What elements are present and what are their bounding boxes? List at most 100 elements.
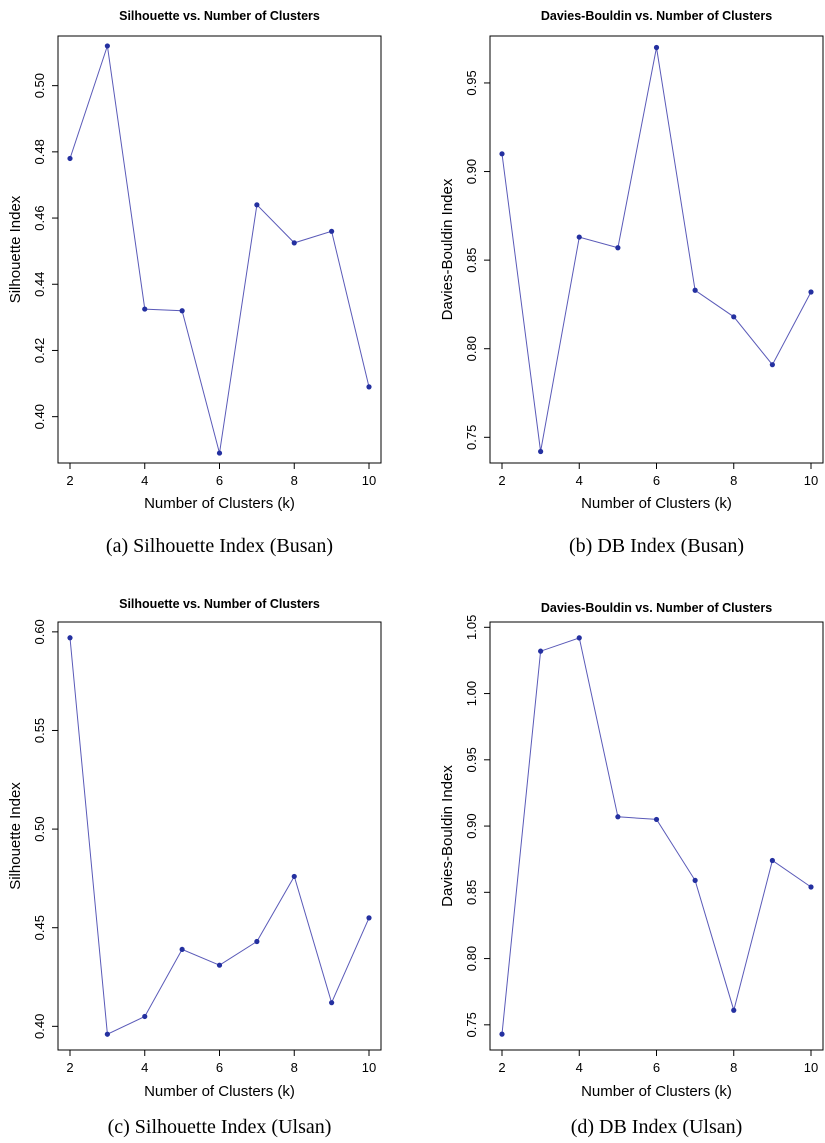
figure-caption: (b) DB Index (Busan) (569, 535, 744, 557)
data-point (254, 938, 260, 945)
y-axis-label: Silhouette Index (7, 782, 24, 890)
data-point (142, 306, 148, 312)
data-point (329, 228, 335, 234)
y-tick-label: 0.60 (32, 619, 47, 644)
data-point (576, 635, 582, 641)
data-point (104, 1031, 110, 1037)
data-point (808, 884, 814, 890)
x-tick-label: 4 (576, 473, 583, 488)
data-point (216, 962, 223, 968)
x-tick-label: 8 (291, 1060, 298, 1075)
x-tick-label: 2 (498, 1060, 505, 1075)
x-tick-label: 10 (362, 473, 376, 488)
x-tick-label: 8 (730, 473, 737, 488)
y-tick-label: 0.48 (32, 139, 47, 164)
x-tick-label: 6 (216, 473, 223, 488)
data-point (808, 289, 814, 295)
x-tick-label: 2 (66, 473, 73, 488)
x-axis-label: Number of Clusters (k) (581, 495, 732, 512)
y-tick-label: 0.75 (464, 1012, 479, 1037)
data-point (731, 1007, 737, 1013)
data-point (291, 873, 297, 880)
plot-frame (57, 35, 382, 464)
data-point (254, 202, 260, 208)
data-point (538, 648, 544, 654)
data-point (291, 240, 297, 246)
data-point (499, 1031, 505, 1037)
plot-frame (57, 621, 382, 1051)
figure-caption: (c) Silhouette Index (Ulsan) (108, 1116, 332, 1138)
data-point (769, 362, 775, 368)
y-tick-label: 0.90 (464, 813, 479, 838)
y-tick-label: 0.45 (32, 915, 47, 940)
data-point (104, 43, 110, 49)
figure-caption: (a) Silhouette Index (Busan) (106, 535, 333, 557)
y-tick-label: 0.90 (464, 159, 479, 184)
chart-title: Silhouette vs. Number of Clusters (119, 9, 320, 23)
series-line (69, 45, 370, 454)
x-tick-label: 10 (804, 473, 818, 488)
y-axis-label: Davies-Bouldin Index (439, 178, 456, 320)
y-tick-label: 0.85 (464, 247, 479, 272)
chart-title: Silhouette vs. Number of Clusters (119, 597, 320, 611)
data-point (731, 314, 737, 320)
data-point (692, 877, 698, 883)
data-point (769, 857, 775, 864)
y-tick-label: 0.42 (32, 338, 47, 363)
y-tick-label: 0.40 (32, 404, 47, 429)
x-tick-label: 6 (653, 1060, 660, 1075)
y-tick-label: 0.50 (32, 816, 47, 841)
x-tick-label: 4 (141, 1060, 148, 1075)
y-tick-label: 1.05 (464, 615, 479, 640)
x-axis-label: Number of Clusters (k) (144, 495, 295, 512)
x-tick-label: 6 (653, 473, 660, 488)
y-tick-label: 0.80 (464, 946, 479, 971)
y-tick-label: 0.40 (32, 1014, 47, 1039)
data-point (615, 814, 621, 820)
x-tick-label: 8 (730, 1060, 737, 1075)
x-tick-label: 6 (216, 1060, 223, 1075)
data-point (653, 816, 660, 823)
data-point (538, 448, 544, 455)
series-line (69, 637, 370, 1035)
data-point (67, 635, 73, 641)
x-tick-label: 8 (291, 473, 298, 488)
series-line (501, 637, 812, 1035)
y-tick-label: 0.46 (32, 205, 47, 230)
x-axis-label: Number of Clusters (k) (144, 1083, 295, 1100)
chart-panel-b: Davies-Bouldin vs. Number of Clusters 2 4 6… (439, 9, 824, 557)
data-point (179, 946, 185, 953)
data-point (142, 1013, 148, 1020)
y-tick-label: 0.44 (32, 272, 47, 297)
chart-panel-c: Silhouette vs. Number of Clusters 2 4 6 8 10 0… (7, 597, 382, 1138)
x-tick-label: 4 (141, 473, 148, 488)
plot-frame (489, 621, 824, 1051)
data-point (366, 384, 372, 390)
chart-panel-a: Silhouette vs. Number of Clusters 2 4 6 8 10 0… (7, 9, 382, 557)
chart-panel-d: Davies-Bouldin vs. Number of Clusters 2 4 6… (439, 601, 824, 1138)
data-point (366, 915, 372, 921)
y-tick-label: 0.55 (32, 718, 47, 743)
chart-title: Davies-Bouldin vs. Number of Clusters (541, 9, 772, 23)
chart-title: Davies-Bouldin vs. Number of Clusters (541, 601, 772, 615)
x-tick-label: 10 (804, 1060, 818, 1075)
y-tick-label: 0.95 (464, 70, 479, 95)
y-tick-label: 0.50 (32, 73, 47, 98)
y-tick-label: 0.85 (464, 880, 479, 905)
plot-frame (489, 35, 824, 464)
y-axis-label: Davies-Bouldin Index (439, 765, 456, 907)
data-point (615, 245, 621, 251)
data-point (329, 1000, 335, 1006)
series-line (501, 47, 812, 452)
x-axis-label: Number of Clusters (k) (581, 1083, 732, 1100)
y-tick-label: 1.00 (464, 681, 479, 706)
data-point (653, 44, 660, 51)
figure-caption: (d) DB Index (Ulsan) (571, 1116, 743, 1138)
data-point (179, 308, 185, 314)
y-tick-label: 0.75 (464, 425, 479, 450)
x-tick-label: 10 (362, 1060, 376, 1075)
x-tick-label: 2 (66, 1060, 73, 1075)
x-tick-label: 4 (576, 1060, 583, 1075)
data-point (576, 234, 582, 240)
data-point (216, 450, 223, 456)
